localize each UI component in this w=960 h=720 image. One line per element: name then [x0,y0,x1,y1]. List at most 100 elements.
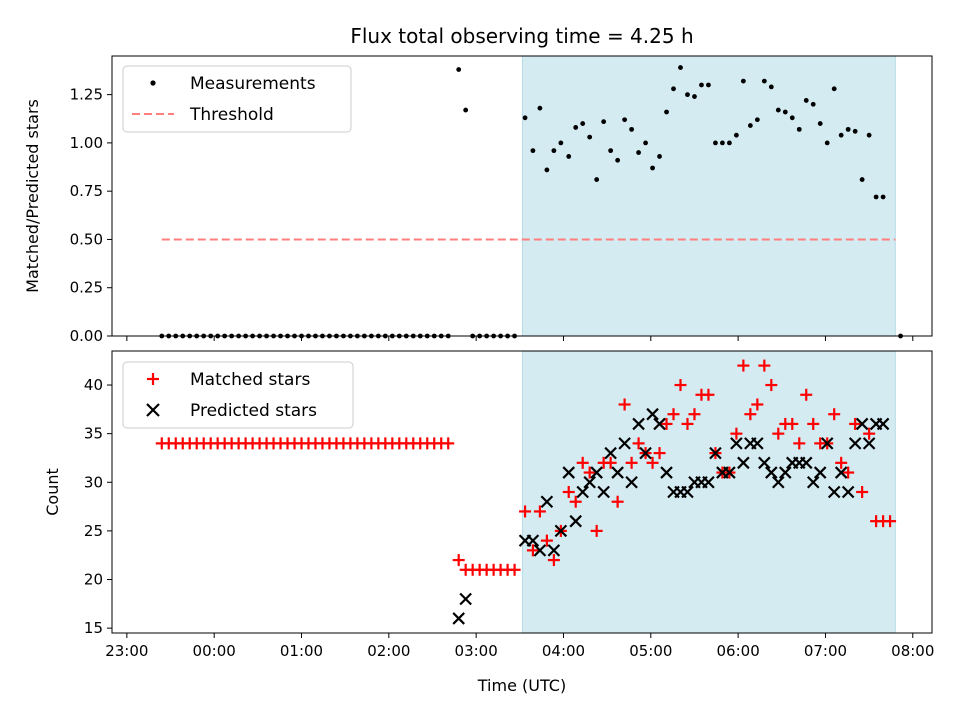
predicted-star-point [618,437,631,450]
matched-star-point [442,437,455,450]
y-tick-label: 0.25 [70,279,103,297]
predicted-star-point [576,485,589,499]
measurement-point [636,150,641,155]
matched-star-point [540,534,553,547]
matched-star-point [519,505,532,518]
matched-star-point [849,417,862,430]
predicted-star-point [758,456,771,470]
legend-threshold-label: Threshold [189,105,274,125]
predicted-star-point [806,475,820,489]
matched-star-point [632,437,645,450]
predicted-star-point [876,417,890,431]
measurement-point [754,117,760,123]
matched-star-point [786,417,799,430]
x-axis-label: Time (UTC) [477,676,566,695]
predicted-star-point [583,475,596,489]
predicted-star-point [834,466,848,479]
predicted-star-point [540,495,554,509]
predicted-star-point [547,544,561,557]
measurement-point [685,92,690,98]
ratio-panel-observing-window [521,55,896,337]
predicted-star-point [848,437,862,450]
matched-star-point [793,437,806,450]
legend-predicted-marker [146,403,160,417]
matched-star-point [758,359,771,372]
measurement-point [558,140,564,146]
measurement-point [643,140,648,146]
matched-star-point [604,456,617,469]
ratio-panel-legend: Measurements Threshold [122,65,352,133]
predicted-star-point [730,437,743,450]
measurement-point [789,115,795,121]
measurement-point [747,123,753,128]
predicted-star-point [709,446,722,460]
measurement-point [761,78,767,84]
predicted-star-point [772,475,785,489]
matched-star-point [730,427,743,440]
measurement-point [796,126,802,132]
legend-matched-label: Matched stars [190,370,310,390]
ratio-panel-ticks: 0.00 0.25 0.50 0.75 1.00 1.25 [70,86,914,345]
matched-star-point [828,408,841,421]
measurement-point [713,140,718,146]
x-tick-label: 04:00 [542,642,585,660]
predicted-star-point [452,612,465,625]
predicted-star-point [653,417,666,431]
matched-star-point [856,486,869,498]
x-tick-label: 06:00 [717,642,760,660]
y-tick-label: 15 [84,619,103,637]
measurement-point [740,78,746,84]
legend-matched-marker [147,373,159,385]
measurement-point [456,67,462,72]
predicted-star-point [639,446,652,460]
y-tick-label: 30 [84,473,103,491]
measurement-point [803,98,809,103]
predicted-star-point [751,437,764,450]
measurement-point [657,154,662,159]
measurement-point [664,109,669,115]
matched-star-point [660,417,673,430]
measurement-point [852,128,858,134]
x-tick-label: 05:00 [629,642,672,660]
count-panel-ylabel: Count [43,468,62,516]
measurement-point [522,115,528,121]
predicted-star-point [569,514,582,528]
measurement-point [692,94,697,99]
matched-star-point [863,427,876,440]
matched-star-point [508,563,521,576]
matched-star-point [688,408,701,421]
measurement-point [831,86,837,92]
predicted-star-point [611,466,624,479]
measurement-point [810,101,816,107]
measurement-point [775,107,781,113]
predicted-star-point [590,466,603,479]
predicted-star-point [632,417,645,431]
measurement-point [573,125,579,130]
x-tick-label: 03:00 [455,642,498,660]
measurement-point [873,194,879,200]
matched-star-point [702,388,715,401]
measurement-point [706,82,711,88]
y-tick-label: 35 [84,425,103,443]
matched-star-point [569,495,582,508]
y-tick-label: 20 [84,571,103,589]
matched-star-point [611,495,624,508]
predicted-star-point [723,466,736,479]
matched-star-point [452,554,465,567]
x-tick-label: 08:00 [891,642,934,660]
measurement-point [782,109,788,115]
matched-star-point [547,554,560,567]
x-tick-label: 00:00 [193,642,236,660]
matched-star-point [835,456,848,469]
y-tick-label: 40 [84,376,103,394]
measurement-point [530,148,536,154]
matched-star-point [646,456,659,469]
matched-star-point [625,456,638,469]
ratio-panel: 0.00 0.25 0.50 0.75 1.00 1.25 Matched/Predict… [23,55,933,345]
matched-star-point [576,456,589,469]
measurement-point [544,167,550,173]
legend-predicted-label: Predicted stars [190,401,317,421]
x-tick-label: 23:00 [105,642,148,660]
measurement-point [866,132,872,138]
measurement-points [159,65,903,339]
